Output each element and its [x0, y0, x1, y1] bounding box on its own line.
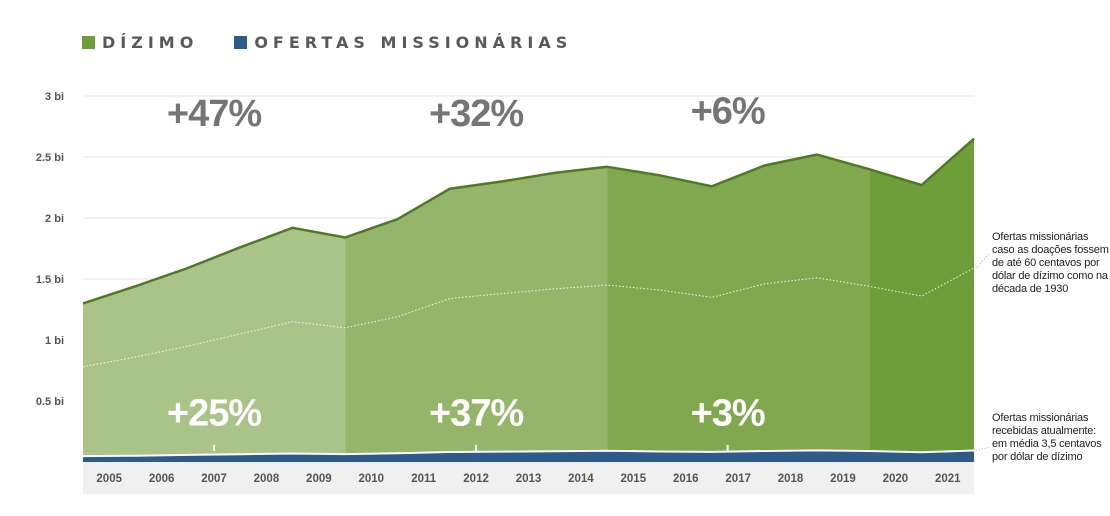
tithe-area-period-4 [869, 138, 974, 462]
x-tick-label: 2011 [411, 473, 437, 485]
x-tick-label: 2019 [830, 473, 856, 485]
chart-legend: DÍZIMO OFERTAS MISSIONÁRIAS [82, 31, 608, 53]
x-tick-label: 2009 [306, 473, 332, 485]
y-tick-label: 1 bi [45, 335, 64, 347]
x-tick-label: 2005 [96, 473, 122, 485]
tithe-line [82, 137, 975, 305]
legend-swatch-dizimo [82, 35, 95, 49]
legend-swatch-ofertas [234, 35, 248, 49]
tithe-area-period-1 [83, 227, 346, 462]
missions-leader [975, 446, 991, 451]
x-tick-label: 2016 [673, 473, 699, 485]
x-tick-label: 2010 [358, 473, 384, 485]
percent-annotation: +32% [429, 93, 523, 135]
percent-annotation: +6% [691, 90, 765, 132]
percent-annotation: +25% [167, 392, 261, 434]
x-tick-label: 2015 [621, 473, 647, 485]
projection-note: Ofertas missionárias caso as doações fos… [992, 231, 1109, 295]
missions-line [82, 449, 975, 458]
legend-item-dizimo: DÍZIMO [82, 33, 198, 52]
legend-label-ofertas: OFERTAS MISSIONÁRIAS [254, 32, 573, 52]
y-tick-label: 1.5 bi [36, 274, 64, 286]
x-tick-label: 2007 [201, 473, 227, 485]
tithe-area-period-3 [607, 154, 870, 462]
actual-offerings-note: Ofertas missionárias recebidas atualment… [992, 412, 1102, 463]
y-tick-label: 3 bi [45, 91, 64, 103]
y-tick-label: 2 bi [45, 213, 64, 225]
legend-item-ofertas: OFERTAS MISSIONÁRIAS [234, 33, 572, 52]
missions-area [83, 450, 974, 462]
x-tick-label: 2017 [725, 473, 751, 485]
x-tick-label: 2021 [935, 473, 961, 485]
x-tick-label: 2006 [149, 473, 175, 485]
y-tick-label: 0.5 bi [36, 396, 64, 408]
x-tick-label: 2014 [568, 473, 594, 485]
percent-annotation: +37% [429, 392, 523, 434]
x-tick-label: 2013 [516, 473, 542, 485]
percent-annotation: +47% [167, 93, 261, 135]
y-tick-label: 2.5 bi [36, 152, 64, 164]
legend-label-dizimo: DÍZIMO [102, 32, 199, 52]
percent-annotation: +3% [691, 392, 765, 434]
x-axis-band [83, 462, 974, 494]
tithe-area-period-2 [345, 166, 608, 463]
projection-leader [975, 252, 991, 269]
x-tick-label: 2018 [778, 473, 804, 485]
x-tick-label: 2020 [883, 473, 909, 485]
projection-dotted-line [82, 267, 975, 368]
x-tick-label: 2008 [254, 473, 280, 485]
x-tick-label: 2012 [463, 473, 489, 485]
